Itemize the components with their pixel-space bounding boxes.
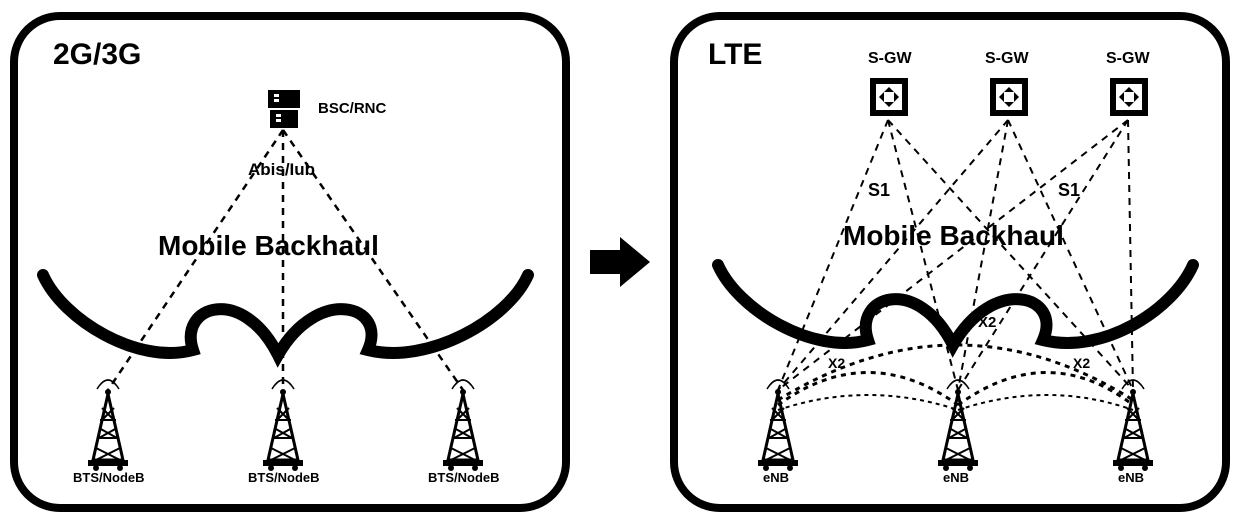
cloud-shape-left — [43, 275, 528, 360]
sgw-3-icon — [1110, 78, 1148, 116]
sgw-label-2: S-GW — [985, 50, 1029, 68]
bsc-rnc-label: BSC/RNC — [318, 100, 386, 117]
x2-label-2: X2 — [828, 355, 845, 371]
bsc-rnc-icon — [268, 90, 300, 128]
sgw-1-icon — [870, 78, 908, 116]
x2-arc-right-b — [958, 395, 1133, 410]
sgw-2-icon — [990, 78, 1028, 116]
tower-label-left-3: BTS/NodeB — [428, 470, 500, 485]
tower-label-right-3: eNB — [1118, 470, 1144, 485]
x2-label-3: X2 — [1073, 355, 1090, 371]
sgw-label-1: S-GW — [868, 50, 912, 68]
x2-arc-left-b — [778, 395, 958, 410]
tower-2-right — [938, 380, 978, 471]
sgw-label-3: S-GW — [1106, 50, 1150, 68]
tower-1-right — [758, 380, 798, 471]
arrow-icon — [590, 232, 650, 292]
right-diagram-svg — [678, 20, 1222, 504]
interface-label-left: Abis/Iub — [248, 160, 315, 180]
panel-2g3g: 2G/3G BSC/RNC Abis/Iub Mobile Backhaul B… — [10, 12, 570, 512]
tower-label-right-2: eNB — [943, 470, 969, 485]
cloud-label-right: Mobile Backhaul — [843, 220, 1064, 252]
s1-label-2: S1 — [1058, 180, 1080, 201]
panel-lte: LTE S-GW S-GW S-GW S1 — [670, 12, 1230, 512]
x2-label-1: X2 — [978, 314, 996, 331]
x2-arc-right — [958, 372, 1133, 405]
left-diagram-svg — [18, 20, 562, 504]
tower-label-right-1: eNB — [763, 470, 789, 485]
x2-arc-left — [778, 372, 958, 405]
tower-label-left-1: BTS/NodeB — [73, 470, 145, 485]
cloud-shape-right — [718, 265, 1193, 345]
cloud-label-left: Mobile Backhaul — [158, 230, 379, 262]
tower-label-left-2: BTS/NodeB — [248, 470, 320, 485]
s1-label-1: S1 — [868, 180, 890, 201]
tower-1-left — [88, 380, 128, 471]
tower-2-left — [263, 380, 303, 471]
tower-3-left — [443, 380, 483, 471]
